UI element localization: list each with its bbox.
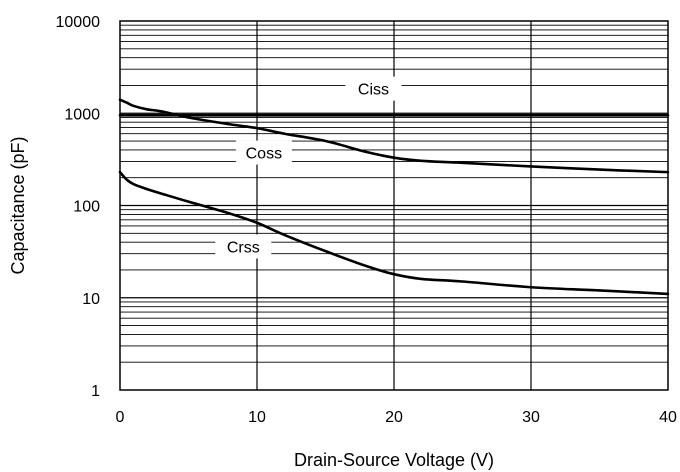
y-axis-title: Capacitance (pF) bbox=[8, 136, 28, 274]
series-lines bbox=[118, 98, 670, 296]
plot-frame bbox=[119, 20, 669, 391]
series-label-ciss: Ciss bbox=[358, 82, 389, 99]
series-label-crss: Crss bbox=[227, 239, 260, 256]
series-label-box bbox=[235, 140, 292, 165]
series-line-coss bbox=[118, 98, 670, 174]
x-tick-labels: 0 10 20 30 40 bbox=[116, 409, 677, 426]
series-label-box bbox=[345, 76, 402, 101]
x-axis-title: Drain-Source Voltage (V) bbox=[294, 450, 494, 470]
y-tick-label: 10 bbox=[82, 291, 100, 308]
y-tick-label: 10000 bbox=[56, 14, 101, 31]
x-tick-label: 0 bbox=[116, 409, 125, 426]
series-label-box bbox=[215, 234, 272, 259]
y-tick-labels: 1 10 100 1000 10000 bbox=[56, 14, 101, 400]
x-tick-label: 30 bbox=[522, 409, 540, 426]
x-tick-label: 10 bbox=[248, 409, 266, 426]
series-line-crss bbox=[118, 170, 670, 296]
y-tick-label: 1000 bbox=[64, 106, 100, 123]
x-tick-label: 40 bbox=[659, 409, 677, 426]
y-tick-label: 100 bbox=[73, 199, 100, 216]
x-tick-label: 20 bbox=[385, 409, 403, 426]
series-labels: Ciss Coss Crss bbox=[215, 76, 402, 259]
series-label-coss: Coss bbox=[246, 146, 282, 163]
y-tick-label: 1 bbox=[91, 383, 100, 400]
major-gridlines bbox=[120, 21, 668, 390]
